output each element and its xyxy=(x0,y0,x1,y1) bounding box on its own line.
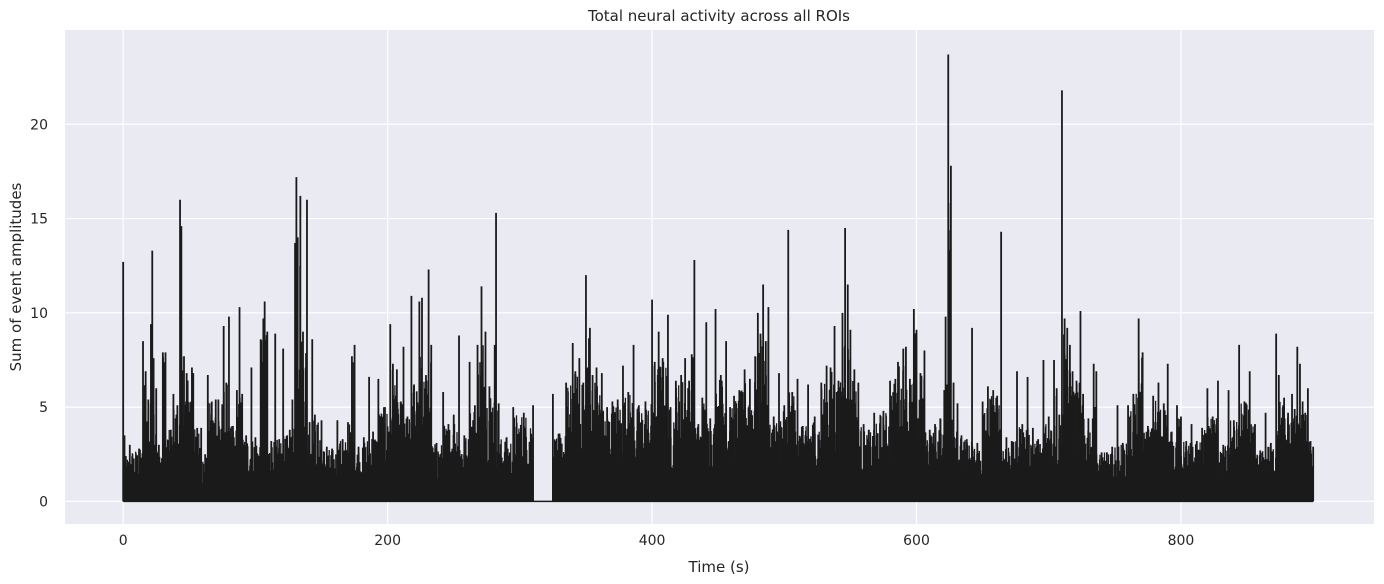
y-tick-label-4: 20 xyxy=(30,117,48,133)
y-tick-labels: 0 5 10 15 20 xyxy=(30,117,48,510)
x-tick-label-4: 800 xyxy=(1168,533,1195,549)
series-layer xyxy=(122,54,1315,503)
x-axis-label: Time (s) xyxy=(688,558,750,576)
y-tick-label-1: 5 xyxy=(39,400,48,416)
x-tick-label-1: 200 xyxy=(374,533,401,549)
y-tick-label-0: 0 xyxy=(39,494,48,510)
x-tick-labels: 0 200 400 600 800 xyxy=(119,533,1195,549)
chart-title: Total neural activity across all ROIs xyxy=(587,7,850,25)
x-tick-label-0: 0 xyxy=(119,533,128,549)
x-tick-label-3: 600 xyxy=(903,533,930,549)
y-tick-label-2: 10 xyxy=(30,306,48,322)
y-axis-label: Sum of event amplitudes xyxy=(7,182,25,371)
x-tick-label-2: 400 xyxy=(639,533,666,549)
y-tick-label-3: 15 xyxy=(30,212,48,228)
